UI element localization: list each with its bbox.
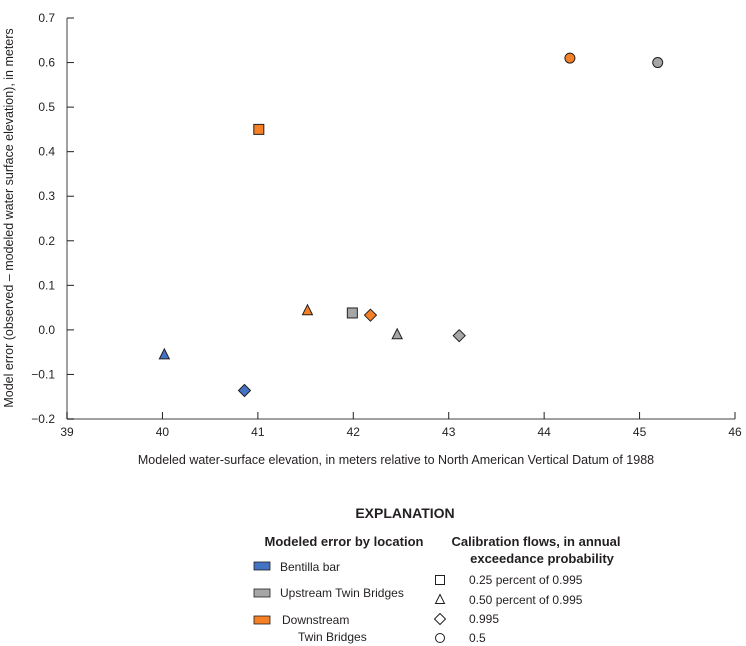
x-axis-label: Modeled water-surface elevation, in mete… xyxy=(138,453,654,467)
legend-flow-label-triangle: 0.50 percent of 0.995 xyxy=(469,593,583,607)
data-point-diamond xyxy=(363,308,378,322)
x-tick-label: 41 xyxy=(251,425,265,439)
y-tick-label: 0.6 xyxy=(38,56,55,70)
y-tick-label: 0.7 xyxy=(38,11,55,25)
legend-diamond-icon xyxy=(433,612,447,626)
y-tick-label: 0.4 xyxy=(38,145,55,159)
y-tick-label: 0.0 xyxy=(38,323,55,337)
data-point-square xyxy=(346,307,358,319)
data-point-diamond xyxy=(452,328,466,343)
legend-flow-label-diamond: 0.995 xyxy=(469,612,499,626)
y-tick-label: −0.1 xyxy=(31,367,55,381)
legend-triangle-icon xyxy=(434,593,446,604)
legend-label-downstream-2: Twin Bridges xyxy=(298,630,367,644)
legend-swatch-downstream xyxy=(253,615,271,625)
y-tick-label: 0.1 xyxy=(38,278,55,292)
x-tick-label: 45 xyxy=(633,425,647,439)
legend-circle-icon xyxy=(435,633,445,643)
axes: 39 40 41 42 43 44 45 46 −0.2 −0.1 0.0 0.1 0.2 0.3 0.4 0… xyxy=(31,11,742,439)
data-point-triangle xyxy=(301,303,314,316)
y-tick-label: −0.2 xyxy=(31,412,55,426)
data-point-square xyxy=(253,123,265,135)
legend-label-upstream: Upstream Twin Bridges xyxy=(280,586,404,600)
x-tick-label: 42 xyxy=(347,425,361,439)
legend-title: EXPLANATION xyxy=(355,505,454,521)
legend-flow-header-2: exceedance probability xyxy=(470,551,615,566)
x-tick-label: 39 xyxy=(60,425,74,439)
y-tick-label: 0.3 xyxy=(38,189,55,203)
legend: EXPLANATION Modeled error by location Be… xyxy=(253,505,621,645)
x-tick-label: 43 xyxy=(442,425,456,439)
legend-square-icon xyxy=(435,575,445,585)
legend-flow-label-square: 0.25 percent of 0.995 xyxy=(469,573,583,587)
y-axis-label: Model error (observed – modeled water su… xyxy=(2,28,16,407)
legend-swatch-upstream xyxy=(253,588,271,598)
x-tick-label: 40 xyxy=(156,425,170,439)
legend-flow-label-circle: 0.5 xyxy=(469,631,486,645)
data-point-diamond xyxy=(237,383,252,398)
data-point-circle xyxy=(652,57,664,69)
data-point-triangle xyxy=(158,347,171,360)
y-tick-label: 0.5 xyxy=(38,100,55,114)
x-tick-label: 46 xyxy=(728,425,742,439)
legend-label-downstream-1: Downstream xyxy=(282,613,349,627)
data-point-circle xyxy=(564,52,576,64)
y-tick-label: 0.2 xyxy=(38,234,55,248)
legend-label-bentilla: Bentilla bar xyxy=(280,560,340,574)
x-tick-label: 44 xyxy=(537,425,551,439)
legend-flow-header-1: Calibration flows, in annual xyxy=(451,534,620,549)
legend-location-header: Modeled error by location xyxy=(265,534,424,549)
data-point-triangle xyxy=(391,327,403,340)
data-points xyxy=(158,52,664,398)
legend-swatch-bentilla xyxy=(253,561,271,571)
